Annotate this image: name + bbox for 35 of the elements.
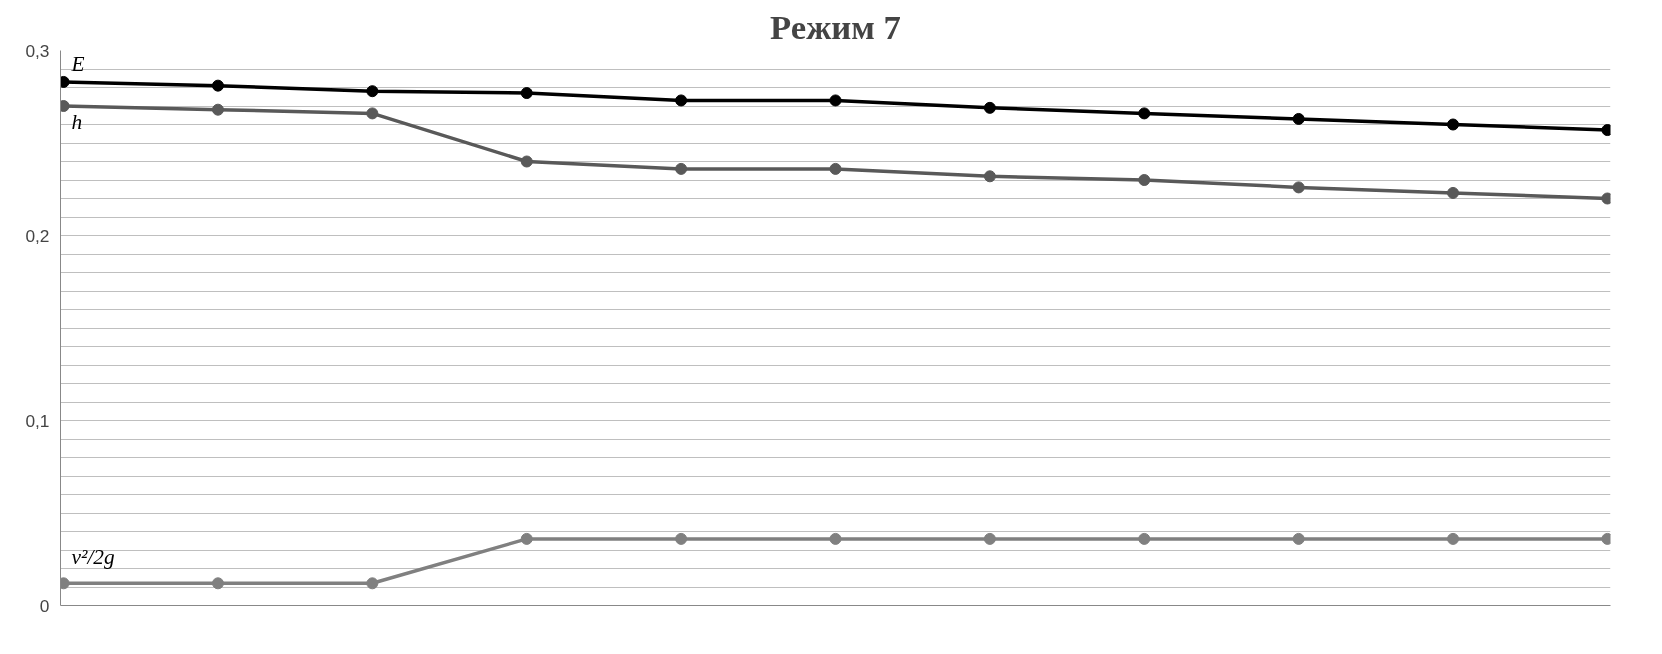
series-label: h [71, 110, 83, 134]
y-tick-label: 0,2 [25, 225, 50, 246]
point [520, 87, 533, 100]
point [675, 162, 688, 175]
y-tick-label: 0 [39, 595, 50, 616]
point [829, 162, 842, 175]
point [211, 577, 224, 590]
point [983, 532, 996, 545]
chart-title: Режим 7 [770, 7, 901, 46]
series-label: E [70, 51, 85, 76]
series-label: v²/2g [71, 545, 116, 570]
point [829, 94, 842, 107]
point [520, 532, 533, 545]
point [1447, 186, 1460, 199]
point [1447, 532, 1460, 545]
point [1138, 532, 1151, 545]
point [983, 170, 996, 183]
point [366, 577, 379, 590]
point [1292, 181, 1305, 194]
point [366, 85, 379, 98]
point [675, 94, 688, 107]
point [675, 532, 688, 545]
point [1292, 532, 1305, 545]
point [366, 107, 379, 120]
point [1447, 118, 1460, 131]
point [211, 79, 224, 92]
point [983, 101, 996, 114]
point [1292, 112, 1305, 125]
point [1138, 107, 1151, 120]
point [211, 103, 224, 116]
point [520, 155, 533, 168]
y-tick-label: 0,3 [25, 40, 50, 61]
y-tick-label: 0,1 [25, 410, 50, 431]
point [829, 532, 842, 545]
point [1138, 174, 1151, 186]
